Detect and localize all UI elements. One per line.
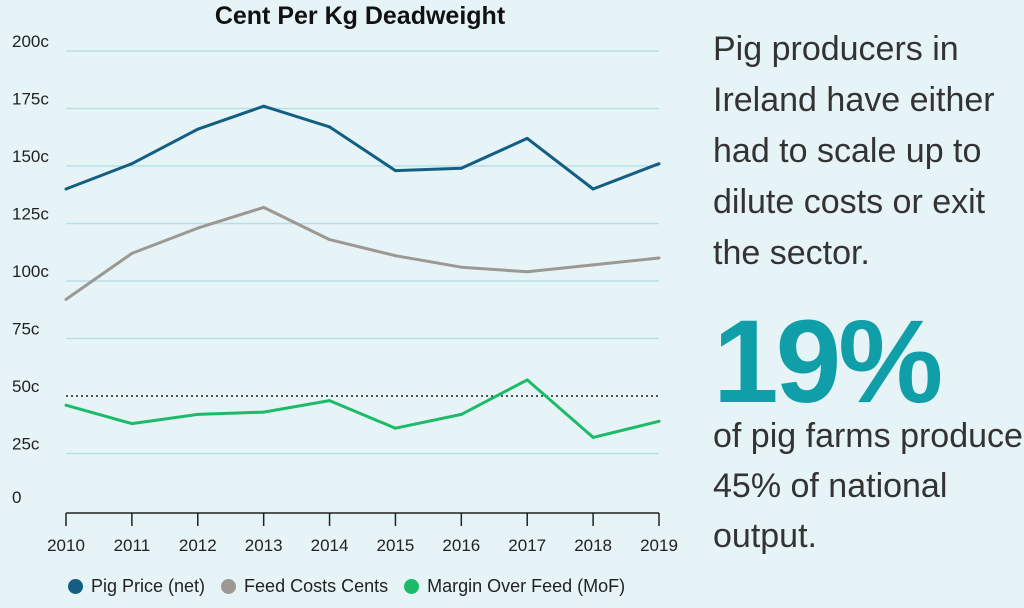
data-point: [393, 426, 397, 430]
data-point: [393, 254, 397, 258]
y-tick-label: 150c: [12, 147, 49, 166]
x-tick-label: 2015: [377, 536, 415, 555]
x-tick-label: 2019: [640, 536, 678, 555]
y-tick-label: 175c: [12, 90, 49, 109]
stat-caption: of pig farms produce 45% of national out…: [713, 417, 1023, 555]
chart-title: Cent Per Kg Deadweight: [214, 2, 506, 30]
data-point: [262, 104, 266, 108]
legend-label: Pig Price (net): [91, 576, 206, 596]
x-tick-label: 2018: [574, 536, 612, 555]
data-point: [459, 166, 463, 170]
data-point: [64, 297, 68, 301]
side-panel: Pig producers in Ireland have either had…: [713, 24, 1023, 561]
data-point: [525, 378, 529, 382]
y-tick-label: 25c: [12, 435, 40, 454]
x-tick-label: 2012: [179, 536, 217, 555]
data-point: [328, 238, 332, 242]
headline-text: Pig producers in Ireland have either had…: [713, 30, 995, 272]
data-point: [591, 187, 595, 191]
data-point: [262, 410, 266, 414]
data-point: [525, 136, 529, 140]
data-point: [64, 187, 68, 191]
legend-marker-icon: [404, 579, 420, 594]
data-point: [196, 412, 200, 416]
data-point: [459, 265, 463, 269]
data-point: [196, 127, 200, 131]
data-point: [328, 399, 332, 403]
chart-legend: Pig Price (net) Feed Costs Cents Margin Ov…: [68, 576, 625, 597]
data-point: [657, 162, 661, 166]
x-tick-label: 2016: [442, 536, 480, 555]
y-tick-label: 125c: [12, 205, 49, 224]
legend-marker-icon: [221, 579, 237, 594]
data-point: [459, 412, 463, 416]
y-tick-label: 100c: [12, 262, 49, 281]
data-point: [525, 270, 529, 274]
legend-item: Feed Costs Cents: [221, 576, 388, 597]
data-point: [328, 125, 332, 129]
data-point: [591, 263, 595, 267]
legend-item: Margin Over Feed (MoF): [404, 576, 625, 597]
data-point: [262, 205, 266, 209]
stat-value: 19%: [713, 296, 943, 428]
x-tick-label: 2014: [311, 536, 349, 555]
x-tick-label: 2017: [508, 536, 546, 555]
data-point: [130, 251, 134, 255]
y-tick-label: 0: [12, 488, 21, 507]
x-tick-label: 2013: [245, 536, 283, 555]
legend-label: Feed Costs Cents: [244, 576, 389, 596]
y-tick-label: 200c: [12, 32, 49, 51]
series-line-2: [65, 378, 660, 439]
data-point: [657, 419, 661, 423]
legend-label: Margin Over Feed (MoF): [427, 576, 626, 596]
data-point: [130, 162, 134, 166]
y-tick-label: 75c: [12, 320, 40, 339]
data-point: [657, 256, 661, 260]
data-point: [393, 169, 397, 173]
data-point: [591, 435, 595, 439]
legend-item: Pig Price (net): [68, 576, 205, 597]
legend-marker-icon: [68, 579, 83, 594]
data-point: [64, 403, 68, 407]
series-line-1: [65, 205, 660, 301]
x-tick-label: 2011: [114, 536, 151, 555]
data-point: [130, 422, 134, 426]
series-line-0: [65, 104, 660, 191]
y-tick-label: 50c: [12, 377, 40, 396]
line-chart: 0 25c 50c 75c 100c 125c 150c 175c 200c 2010 2011 20…: [12, 32, 678, 555]
x-tick-label: 2010: [47, 536, 85, 555]
data-point: [196, 226, 200, 230]
